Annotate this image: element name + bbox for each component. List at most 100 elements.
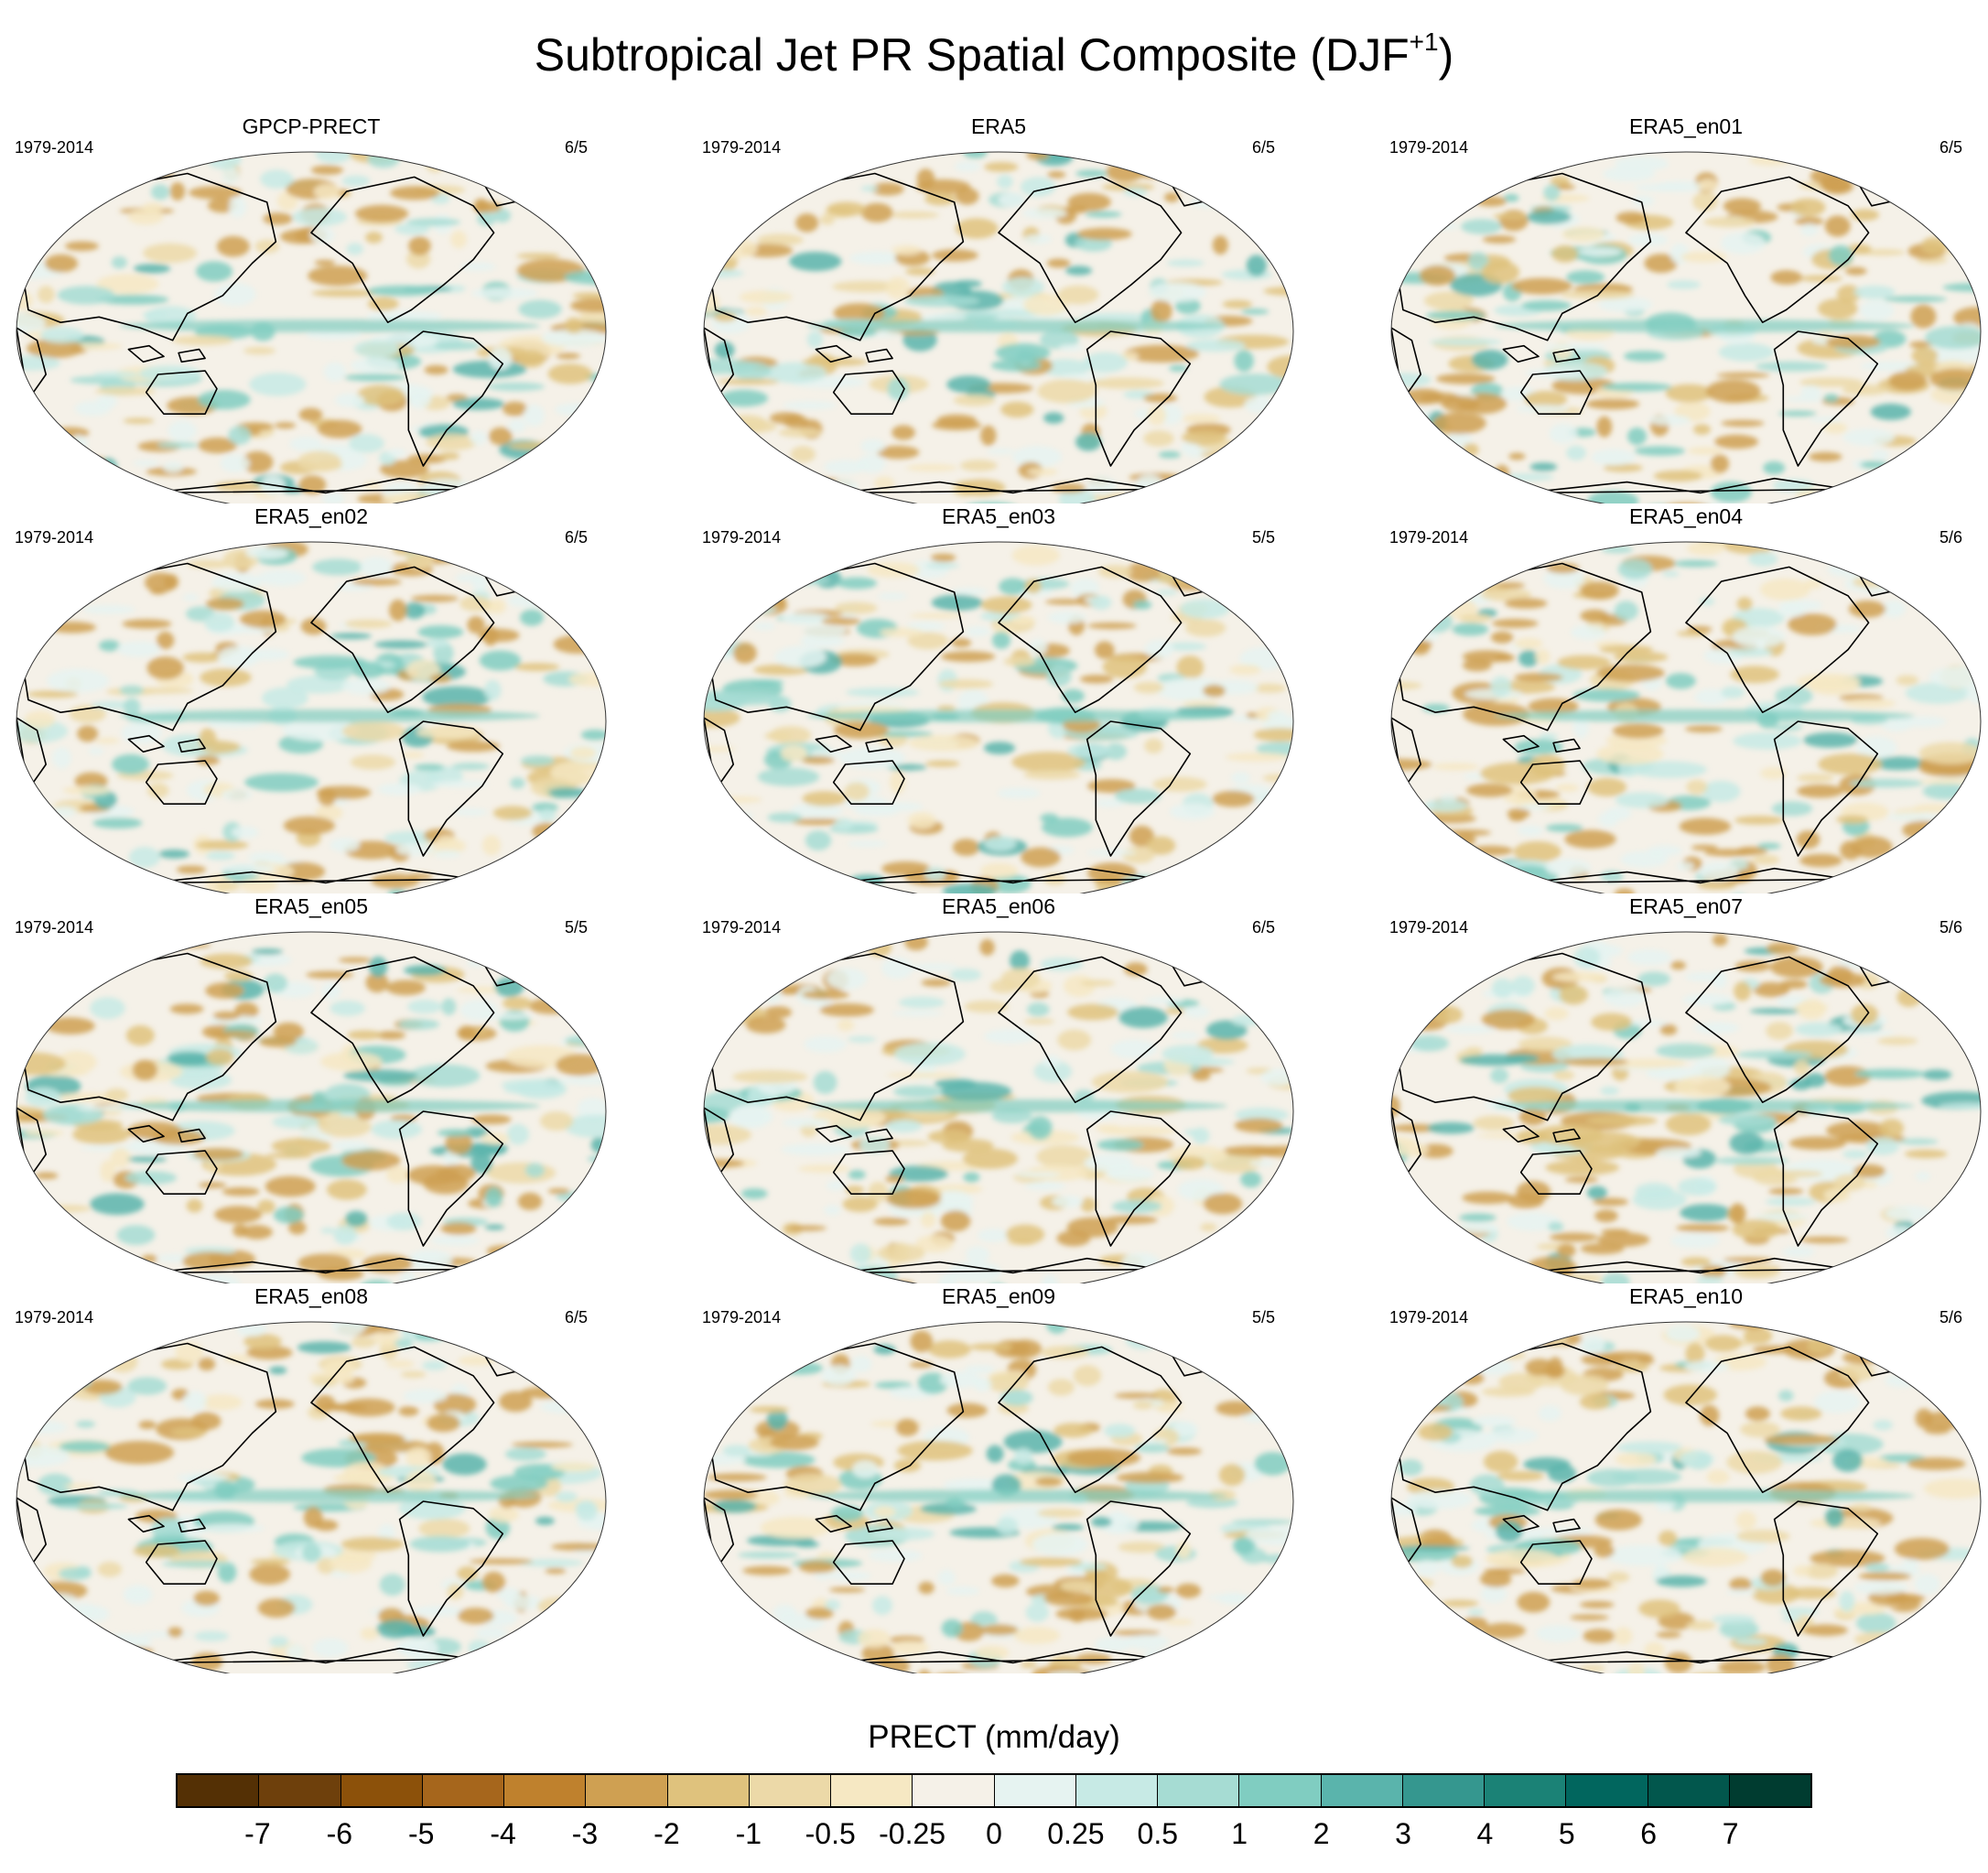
panel-title: ERA5: [970, 114, 1027, 138]
map-panel: ERA5_en03 1979-2014 5/5: [687, 503, 1376, 893]
colorbar-segment: [1402, 1775, 1485, 1806]
panel-years: 1979-2014: [702, 1308, 782, 1326]
colorbar-segment: [178, 1775, 260, 1806]
map-panel: GPCP-PRECT 1979-2014 6/5: [0, 114, 688, 503]
colorbar-tick-label: 7: [1722, 1817, 1739, 1850]
map-panel: ERA5_en07 1979-2014 5/6: [1375, 893, 1988, 1283]
title-end: ): [1438, 29, 1454, 81]
coastlines: [16, 555, 531, 884]
precip-field: [16, 152, 606, 503]
world-map: [703, 931, 1294, 1283]
map-panel: ERA5_en04 1979-2014 5/6: [1375, 503, 1988, 893]
panel-years: 1979-2014: [1389, 1308, 1469, 1326]
colorbar-tick-label: 0.5: [1137, 1817, 1179, 1850]
precip-field: [16, 542, 606, 893]
colorbar-tick-label: -3: [571, 1817, 599, 1850]
panel-title: ERA5_en04: [1628, 504, 1744, 528]
panel-count: 6/5: [1939, 138, 1962, 157]
colorbar-segment: [1566, 1775, 1648, 1806]
colorbar-tick-label: -1: [735, 1817, 762, 1850]
panel-count: 5/5: [1251, 1308, 1275, 1326]
panel-count: 5/6: [1939, 918, 1962, 936]
panel-years: 1979-2014: [15, 918, 94, 936]
map-panel: ERA5_en09 1979-2014 5/5: [687, 1283, 1376, 1673]
panel-count: 6/5: [1251, 138, 1275, 157]
colorbar-tick-label: 6: [1640, 1817, 1658, 1850]
colorbar-segment: [1729, 1775, 1810, 1806]
colorbar-segment: [1321, 1775, 1403, 1806]
colorbar-segment: [994, 1775, 1076, 1806]
map-border: [703, 541, 1294, 893]
map-border: [703, 151, 1294, 503]
colorbar-tick-labels: -7 -6 -5 -4 -3 -2 -1 -0.5 -0.25 0 0.25 0.5 1 2 3 4 5 6 7: [0, 1815, 1988, 1856]
colorbar-segment: [749, 1775, 831, 1806]
map-border: [16, 151, 607, 503]
panel-title: ERA5_en10: [1628, 1284, 1744, 1308]
colorbar-segment: [422, 1775, 504, 1806]
colorbar-tick-label: -0.5: [805, 1817, 856, 1850]
colorbar-tick-label: -7: [244, 1817, 271, 1850]
panel-count: 5/6: [1939, 1308, 1962, 1326]
precip-field: [1391, 542, 1981, 893]
colorbar-segment: [586, 1775, 668, 1806]
precip-field: [704, 1322, 1293, 1673]
panel-years: 1979-2014: [702, 528, 782, 547]
panel-years: 1979-2014: [15, 1308, 94, 1326]
colorbar-segment: [1075, 1775, 1158, 1806]
title-superscript: +1: [1409, 27, 1439, 56]
colorbar-segment: [1158, 1775, 1240, 1806]
panel-title: ERA5_en08: [254, 1284, 369, 1308]
precip-field: [1391, 1322, 1981, 1673]
panel-count: 5/6: [1939, 528, 1962, 547]
precip-field: [704, 934, 1293, 1283]
panel-title: ERA5_en06: [941, 894, 1056, 918]
figure-title: Subtropical Jet PR Spatial Composite (DJ…: [0, 26, 1988, 84]
colorbar-segment: [1648, 1775, 1730, 1806]
world-map: [1390, 541, 1982, 893]
colorbar: [176, 1773, 1812, 1808]
colorbar-tick-label: 0.25: [1047, 1817, 1105, 1850]
world-map: [703, 541, 1294, 893]
panel-count: 5/5: [564, 918, 588, 936]
coastlines: [704, 165, 1218, 494]
colorbar-tick-label: 5: [1558, 1817, 1575, 1850]
panel-count: 6/5: [564, 138, 588, 157]
coastlines: [1391, 1335, 1906, 1664]
colorbar-tick-label: -5: [407, 1817, 435, 1850]
panel-years: 1979-2014: [15, 138, 94, 157]
panel-count: 6/5: [564, 528, 588, 547]
world-map: [16, 541, 607, 893]
world-map: [1390, 1321, 1982, 1673]
world-map: [16, 1321, 607, 1673]
map-border: [1390, 1321, 1982, 1673]
colorbar-segment: [340, 1775, 423, 1806]
panel-title: ERA5_en05: [254, 894, 369, 918]
panel-count: 6/5: [1251, 918, 1275, 936]
colorbar-segment: [504, 1775, 587, 1806]
panel-count: 6/5: [564, 1308, 588, 1326]
colorbar-tick-label: 4: [1476, 1817, 1494, 1850]
colorbar-segment: [1239, 1775, 1322, 1806]
panel-years: 1979-2014: [1389, 138, 1469, 157]
panel-title: ERA5_en07: [1628, 894, 1744, 918]
colorbar-tick-label: 2: [1313, 1817, 1330, 1850]
map-border: [1390, 931, 1982, 1283]
precip-field: [704, 545, 1293, 893]
colorbar-tick-label: 3: [1395, 1817, 1411, 1850]
map-panel: ERA5_en06 1979-2014 6/5: [687, 893, 1376, 1283]
panel-title: GPCP-PRECT: [242, 114, 381, 138]
colorbar-segment: [913, 1775, 995, 1806]
panel-count: 5/5: [1251, 528, 1275, 547]
colorbar-title: PRECT (mm/day): [868, 1719, 1120, 1755]
colorbar-segment: [1485, 1775, 1567, 1806]
colorbar-segment: [259, 1775, 341, 1806]
panel-title: ERA5_en03: [941, 504, 1056, 528]
panel-years: 1979-2014: [702, 138, 782, 157]
world-map: [703, 1321, 1294, 1673]
map-panel: ERA5_en02 1979-2014 6/5: [0, 503, 688, 893]
map-panel: ERA5_en01 1979-2014 6/5: [1375, 114, 1988, 503]
precip-field: [704, 152, 1293, 503]
colorbar-tick-label: 0: [986, 1817, 1002, 1850]
map-border: [16, 541, 607, 893]
world-map: [1390, 931, 1982, 1283]
